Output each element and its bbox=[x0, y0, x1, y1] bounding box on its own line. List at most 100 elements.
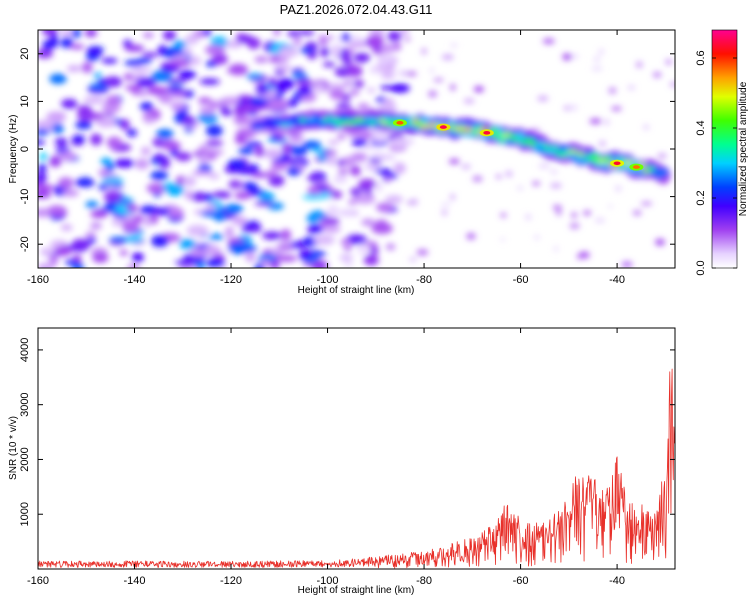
noise-blob bbox=[368, 34, 384, 47]
noise-blob bbox=[58, 177, 74, 189]
noise-blob bbox=[152, 138, 163, 147]
noise-blob bbox=[137, 89, 148, 97]
noise-blob bbox=[60, 36, 73, 49]
noise-blob bbox=[64, 259, 79, 266]
signal-blob bbox=[293, 121, 304, 126]
noise-blob bbox=[227, 161, 239, 172]
noise-blob bbox=[348, 199, 357, 206]
signal-blob bbox=[497, 136, 508, 141]
noise-blob bbox=[87, 237, 97, 244]
noise-blob bbox=[505, 170, 513, 178]
signal-blob bbox=[658, 170, 669, 175]
noise-blob bbox=[363, 254, 379, 266]
noise-blob bbox=[92, 252, 109, 263]
noise-blob bbox=[346, 82, 356, 90]
signal-blob bbox=[303, 120, 312, 125]
spectrogram-x-tick-label: -80 bbox=[416, 274, 432, 286]
noise-blob bbox=[341, 33, 351, 42]
noise-blob bbox=[516, 186, 524, 191]
noise-blob bbox=[254, 200, 274, 207]
signal-blob bbox=[550, 145, 560, 151]
noise-blob bbox=[287, 30, 301, 37]
snr-y-ticks: 1000 2000 3000 4000 bbox=[19, 338, 675, 526]
noise-blob bbox=[140, 146, 151, 156]
noise-blob bbox=[55, 246, 72, 256]
noise-blob bbox=[322, 217, 340, 226]
noise-blob bbox=[238, 147, 255, 155]
noise-blob bbox=[232, 216, 247, 226]
noise-blob bbox=[103, 191, 123, 203]
noise-blob bbox=[361, 218, 375, 227]
noise-blob bbox=[265, 170, 277, 178]
noise-blob bbox=[450, 84, 456, 91]
noise-blob bbox=[85, 231, 96, 240]
noise-blob bbox=[359, 191, 368, 196]
noise-blob bbox=[278, 47, 299, 58]
noise-blob bbox=[440, 202, 452, 207]
spectrogram-y-tick-label: 20 bbox=[19, 48, 31, 60]
noise-blob bbox=[90, 133, 103, 146]
noise-blob bbox=[389, 83, 410, 93]
noise-blob bbox=[119, 119, 130, 130]
noise-blob bbox=[599, 49, 604, 54]
noise-blob bbox=[54, 137, 68, 147]
noise-blob bbox=[234, 134, 247, 145]
noise-blob bbox=[111, 217, 124, 227]
snr-x-tick-label: -140 bbox=[123, 575, 145, 587]
noise-blob bbox=[140, 101, 154, 111]
colorbar-gradient bbox=[711, 29, 738, 269]
noise-blob bbox=[461, 164, 471, 169]
noise-blob bbox=[186, 224, 209, 237]
noise-blob bbox=[286, 98, 298, 108]
noise-blob bbox=[327, 204, 339, 217]
noise-blob bbox=[133, 214, 144, 224]
noise-blob bbox=[577, 253, 582, 260]
signal-blob bbox=[523, 138, 534, 143]
noise-blob bbox=[270, 160, 288, 172]
noise-blob bbox=[294, 78, 312, 86]
noise-blob bbox=[84, 30, 98, 38]
signal-blob bbox=[589, 153, 599, 159]
noise-blob bbox=[38, 171, 47, 184]
noise-blob bbox=[141, 52, 159, 58]
snr-y-tick-label: 1000 bbox=[19, 502, 31, 526]
noise-blob bbox=[571, 212, 577, 218]
noise-blob bbox=[343, 260, 354, 268]
spectrogram-x-tick-label: -160 bbox=[27, 274, 49, 286]
noise-blob bbox=[500, 238, 505, 242]
spectrogram-y-tick-label: 0 bbox=[19, 146, 31, 152]
noise-blob bbox=[182, 176, 197, 187]
noise-blob bbox=[83, 95, 106, 105]
snr-x-label: Height of straight line (km) bbox=[298, 585, 415, 596]
noise-blob bbox=[103, 203, 116, 211]
noise-blob bbox=[441, 54, 454, 60]
noise-blob bbox=[369, 246, 379, 255]
noise-blob bbox=[589, 118, 602, 124]
noise-blob bbox=[598, 140, 606, 147]
noise-blob bbox=[124, 59, 144, 67]
noise-blob bbox=[150, 170, 169, 181]
noise-blob bbox=[199, 78, 220, 85]
noise-blob bbox=[185, 34, 199, 45]
noise-blob bbox=[62, 189, 80, 197]
noise-blob bbox=[113, 158, 135, 168]
noise-blob bbox=[101, 57, 118, 64]
noise-blob bbox=[142, 32, 154, 39]
noise-blob bbox=[205, 140, 224, 147]
snr-background bbox=[38, 328, 675, 569]
noise-blob bbox=[640, 201, 653, 206]
noise-blob bbox=[197, 112, 218, 124]
noise-blob bbox=[263, 148, 283, 160]
colorbar: 0.0 0.2 0.4 0.6 Normalized spectral amplitu… bbox=[695, 29, 749, 276]
noise-blob bbox=[126, 264, 141, 268]
noise-blob bbox=[245, 182, 258, 192]
colorbar-tick-label: 0.2 bbox=[695, 190, 707, 205]
noise-blob bbox=[268, 175, 285, 187]
signal-blob bbox=[508, 133, 515, 139]
snr-x-tick-label: -120 bbox=[220, 575, 242, 587]
noise-blob bbox=[550, 183, 562, 189]
noise-blob bbox=[47, 205, 66, 215]
colorbar-label: Normalized spectral amplitude bbox=[738, 81, 749, 216]
spectrogram-y-tick-label: 10 bbox=[19, 95, 31, 107]
